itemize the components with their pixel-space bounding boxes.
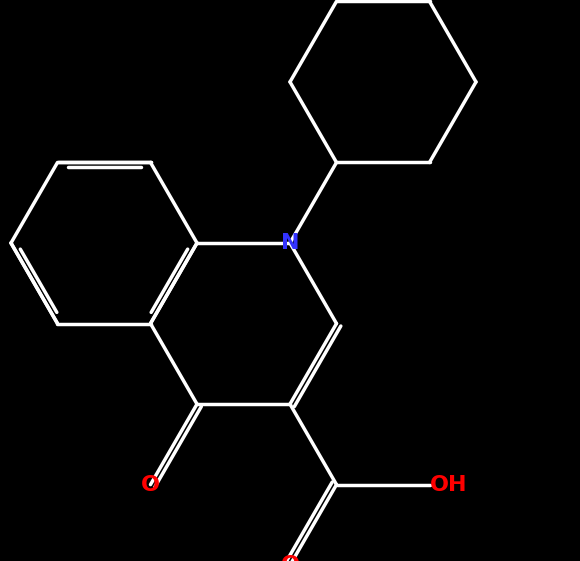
Text: N: N xyxy=(281,233,299,253)
Text: OH: OH xyxy=(430,475,467,495)
Text: O: O xyxy=(141,475,160,495)
Text: O: O xyxy=(281,555,299,561)
